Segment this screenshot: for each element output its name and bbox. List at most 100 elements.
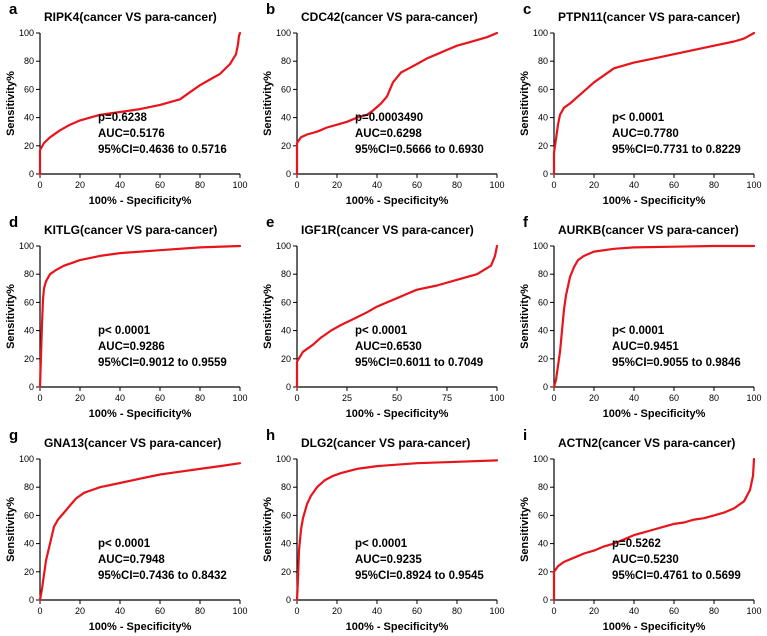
stat-annotation: 95%CI=0.7436 to 0.8432	[98, 570, 227, 582]
stat-annotation: p< 0.0001	[98, 538, 151, 550]
x-tick-label: 80	[709, 180, 719, 190]
x-tick-label: 100	[489, 393, 504, 403]
roc-curve-line	[552, 244, 756, 389]
x-axis-title: 100% - Specificity%	[346, 621, 449, 633]
x-axis-title: 100% - Specificity%	[603, 408, 706, 420]
y-tick-label: 60	[24, 510, 34, 520]
x-tick-label: 60	[669, 393, 679, 403]
panel-title: PTPN11(cancer VS para-cancer)	[558, 10, 740, 24]
y-tick-label: 40	[538, 326, 548, 336]
y-tick-label: 20	[538, 567, 548, 577]
x-tick-label: 80	[452, 606, 462, 616]
y-tick-label: 20	[538, 354, 548, 364]
x-tick-label: 20	[332, 180, 342, 190]
y-tick-label: 100	[276, 28, 291, 38]
y-tick-label: 20	[24, 567, 34, 577]
x-tick-label: 80	[195, 606, 205, 616]
y-tick-label: 80	[24, 482, 34, 492]
x-tick-label: 40	[115, 606, 125, 616]
x-tick-label: 0	[37, 180, 42, 190]
stat-annotation: AUC=0.5176	[98, 128, 165, 140]
y-tick-label: 60	[24, 297, 34, 307]
x-tick-label: 0	[551, 606, 556, 616]
stat-annotation: 95%CI=0.9055 to 0.9846	[612, 357, 741, 369]
stat-annotation: 95%CI=0.4761 to 0.5699	[612, 570, 741, 582]
y-tick-label: 20	[281, 354, 291, 364]
x-tick-label: 40	[372, 606, 382, 616]
stat-annotation: p< 0.0001	[98, 325, 151, 337]
x-tick-label: 60	[412, 180, 422, 190]
panel-letter: d	[9, 214, 18, 231]
x-tick-label: 20	[589, 180, 599, 190]
y-tick-label: 0	[286, 169, 291, 179]
x-axis-title: 100% - Specificity%	[346, 408, 449, 420]
y-tick-label: 0	[286, 382, 291, 392]
y-tick-label: 0	[29, 382, 34, 392]
x-axis-title: 100% - Specificity%	[89, 621, 192, 633]
roc-panel-a: a RIPK4(cancer VS para-cancer)02040608010…	[5, 1, 248, 207]
stat-annotation: p< 0.0001	[355, 538, 408, 550]
stat-annotation: p=0.5262	[612, 538, 661, 550]
y-tick-label: 40	[281, 113, 291, 123]
x-tick-label: 100	[232, 606, 247, 616]
x-tick-label: 80	[195, 393, 205, 403]
y-tick-label: 60	[538, 510, 548, 520]
roc-panel-c: c PTPN11(cancer VS para-cancer)0204060801…	[519, 1, 762, 207]
y-tick-label: 100	[276, 454, 291, 464]
y-tick-label: 20	[281, 567, 291, 577]
x-tick-label: 60	[669, 606, 679, 616]
stat-annotation: 95%CI=0.8924 to 0.9545	[355, 570, 484, 582]
stat-annotation: AUC=0.7780	[612, 128, 679, 140]
y-tick-label: 20	[24, 354, 34, 364]
x-tick-label: 0	[37, 393, 42, 403]
x-tick-label: 50	[392, 393, 402, 403]
panel-title: KITLG(cancer VS para-cancer)	[44, 223, 217, 237]
x-tick-label: 40	[629, 180, 639, 190]
stat-annotation: 95%CI=0.5666 to 0.6930	[355, 144, 484, 156]
x-tick-label: 100	[746, 180, 761, 190]
x-tick-label: 40	[629, 393, 639, 403]
y-tick-label: 80	[24, 56, 34, 66]
x-tick-label: 25	[342, 393, 352, 403]
stat-annotation: AUC=0.5230	[612, 554, 679, 566]
roc-panel-d: d KITLG(cancer VS para-cancer)02040608010…	[5, 214, 248, 420]
x-tick-label: 40	[372, 180, 382, 190]
x-tick-label: 20	[75, 180, 85, 190]
x-tick-label: 100	[489, 606, 504, 616]
stat-annotation: p< 0.0001	[612, 325, 665, 337]
y-tick-label: 100	[533, 28, 548, 38]
x-axis-title: 100% - Specificity%	[603, 621, 706, 633]
y-axis-title: Sensitivity%	[5, 71, 17, 136]
panel-title: CDC42(cancer VS para-cancer)	[301, 10, 478, 24]
x-tick-label: 100	[746, 393, 761, 403]
x-tick-label: 60	[412, 606, 422, 616]
panel-letter: e	[266, 214, 274, 231]
y-tick-label: 80	[281, 482, 291, 492]
stat-annotation: p=0.6238	[98, 112, 148, 124]
stat-annotation: 95%CI=0.4636 to 0.5716	[98, 144, 227, 156]
x-tick-label: 100	[232, 393, 247, 403]
y-tick-label: 40	[281, 539, 291, 549]
panel-letter: i	[523, 427, 527, 444]
x-tick-label: 20	[75, 606, 85, 616]
y-tick-label: 80	[538, 56, 548, 66]
panel-title: AURKB(cancer VS para-cancer)	[558, 223, 739, 237]
y-tick-label: 100	[19, 241, 34, 251]
panel-letter: c	[523, 1, 531, 18]
y-tick-label: 0	[286, 595, 291, 605]
panel-title: RIPK4(cancer VS para-cancer)	[44, 10, 217, 24]
y-axis-title: Sensitivity%	[5, 284, 17, 349]
roc-panel-i: i ACTN2(cancer VS para-cancer)02040608010…	[519, 427, 762, 633]
y-tick-label: 20	[538, 141, 548, 151]
x-tick-label: 0	[551, 180, 556, 190]
x-tick-label: 40	[629, 606, 639, 616]
y-tick-label: 0	[29, 595, 34, 605]
y-tick-label: 100	[533, 241, 548, 251]
panel-letter: a	[9, 1, 18, 18]
stat-annotation: AUC=0.9235	[355, 554, 422, 566]
roc-curve-line	[38, 462, 242, 602]
stat-annotation: AUC=0.7948	[98, 554, 165, 566]
stat-annotation: p=0.0003490	[355, 112, 423, 124]
stat-annotation: AUC=0.6298	[355, 128, 422, 140]
panel-letter: f	[523, 214, 529, 231]
